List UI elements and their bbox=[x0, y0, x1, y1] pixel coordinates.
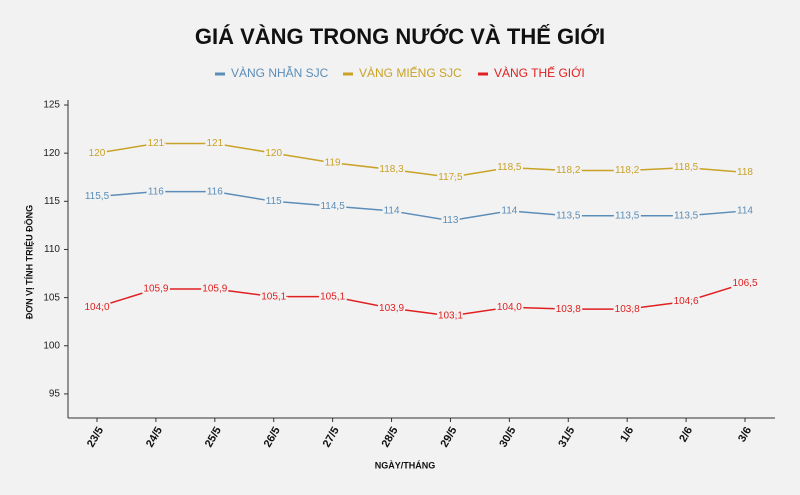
data-label: 114 bbox=[501, 206, 517, 217]
x-tick-label: 24/5 bbox=[144, 425, 165, 450]
x-tick-label: 26/5 bbox=[262, 425, 283, 450]
data-label: 103,9 bbox=[379, 303, 404, 314]
x-tick-label: 23/5 bbox=[85, 425, 106, 450]
data-label: 103,8 bbox=[556, 304, 581, 315]
y-tick-label: 125 bbox=[43, 100, 60, 111]
data-label: 118,5 bbox=[674, 162, 699, 173]
y-axis-label: ĐƠN VỊ TÍNH TRIỆU ĐỒNG bbox=[23, 205, 34, 319]
chart-title: GIÁ VÀNG TRONG NƯỚC VÀ THẾ GIỚI bbox=[195, 24, 605, 49]
data-label: 105,9 bbox=[202, 284, 227, 295]
data-label: 118,2 bbox=[615, 165, 640, 176]
series-line bbox=[96, 190, 746, 222]
series-line bbox=[96, 142, 746, 178]
data-label: 103,1 bbox=[438, 311, 463, 322]
legend-label: VÀNG MIẾNG SJC bbox=[359, 65, 462, 80]
data-label: 114,5 bbox=[320, 201, 345, 212]
data-label: 113,5 bbox=[615, 210, 640, 221]
data-label: 118,2 bbox=[556, 165, 581, 176]
data-label: 116 bbox=[207, 186, 223, 197]
x-axis-label: NGÀY/THÁNG bbox=[375, 460, 436, 470]
legend-label: VÀNG NHẪN SJC bbox=[231, 65, 329, 80]
data-label: 106,5 bbox=[732, 278, 757, 289]
x-tick-label: 2/6 bbox=[677, 425, 695, 444]
data-label: 118 bbox=[737, 167, 753, 178]
y-tick-label: 120 bbox=[43, 148, 60, 159]
data-label: 119 bbox=[325, 157, 341, 168]
x-tick-label: 28/5 bbox=[380, 425, 401, 450]
y-tick-label: 100 bbox=[43, 340, 60, 351]
data-label: 103,8 bbox=[615, 304, 640, 315]
data-label: 104,6 bbox=[674, 296, 699, 307]
data-label: 114 bbox=[737, 206, 753, 217]
legend-label: VÀNG THẾ GIỚI bbox=[494, 65, 585, 80]
x-tick-label: 3/6 bbox=[736, 425, 754, 444]
data-label: 116 bbox=[148, 186, 164, 197]
data-label: 118,5 bbox=[497, 162, 522, 173]
data-label: 121 bbox=[148, 138, 165, 149]
series-line bbox=[96, 282, 746, 317]
x-tick-label: 25/5 bbox=[203, 425, 224, 450]
data-label: 105,9 bbox=[143, 284, 168, 295]
y-tick-label: 115 bbox=[44, 196, 60, 207]
data-label: 113 bbox=[442, 215, 458, 226]
y-tick-label: 95 bbox=[49, 389, 61, 400]
data-label: 121 bbox=[206, 138, 223, 149]
x-tick-label: 27/5 bbox=[321, 425, 342, 450]
data-label: 104,0 bbox=[497, 302, 522, 313]
x-tick-label: 29/5 bbox=[438, 425, 459, 450]
data-label: 120 bbox=[89, 148, 106, 159]
data-label: 115,5 bbox=[85, 191, 110, 202]
data-label: 113,5 bbox=[556, 210, 581, 221]
data-label: 104,0 bbox=[84, 302, 109, 313]
data-label: 105,1 bbox=[261, 291, 286, 302]
x-tick-label: 31/5 bbox=[556, 425, 577, 450]
y-tick-label: 110 bbox=[44, 244, 60, 255]
data-label: 117,5 bbox=[438, 172, 463, 183]
x-tick-label: 30/5 bbox=[497, 425, 518, 450]
data-label: 113,5 bbox=[674, 210, 699, 221]
data-label: 118,3 bbox=[379, 164, 404, 175]
x-tick-label: 1/6 bbox=[618, 425, 636, 444]
data-label: 114 bbox=[384, 206, 400, 217]
y-tick-label: 105 bbox=[43, 292, 60, 303]
data-label: 105,1 bbox=[320, 291, 345, 302]
data-label: 120 bbox=[265, 148, 282, 159]
data-label: 115 bbox=[266, 196, 282, 207]
